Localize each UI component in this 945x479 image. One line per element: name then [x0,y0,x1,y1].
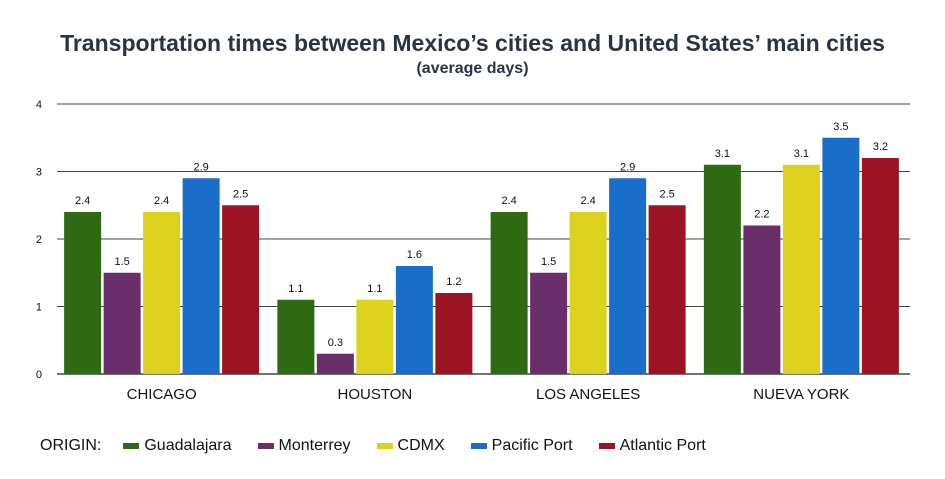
data-label: 1.1 [288,283,303,295]
bar-guadalajara [490,212,528,374]
legend-swatch [470,443,487,449]
data-label: 1.6 [407,249,422,261]
data-label: 0.3 [328,337,343,349]
data-label: 2.4 [501,195,516,207]
data-label: 3.1 [794,148,809,160]
x-tick-label: HOUSTON [338,386,413,403]
legend-label: CDMX [397,437,445,454]
data-label: 1.5 [541,256,556,268]
legend-swatch [257,443,274,449]
bar-pacific-port [822,137,860,374]
bar-cdmx [356,299,394,374]
bar-cdmx [782,164,820,374]
data-label: 3.1 [715,148,730,160]
bar-cdmx [143,212,181,374]
chart-subtitle: (average days) [416,60,529,77]
data-label: 2.5 [659,188,674,200]
data-label: 1.1 [367,283,382,295]
bar-pacific-port [182,178,220,374]
bar-atlantic-port [222,205,260,374]
bar-guadalajara [277,299,315,374]
bar-atlantic-port [861,158,899,374]
bar-monterrey [743,225,781,374]
legend-label: Atlantic Port [619,437,706,454]
legend-item: Pacific Port [470,437,573,455]
y-tick-label: 4 [36,99,42,111]
legend-swatch [598,443,615,449]
data-label: 2.4 [580,195,595,207]
x-tick-label: NUEVA YORK [753,386,849,403]
bar-atlantic-port [435,293,473,374]
y-tick-label: 0 [36,369,42,381]
bar-guadalajara [703,164,741,374]
data-label: 2.9 [620,161,635,173]
data-label: 2.5 [233,188,248,200]
data-label: 3.5 [833,121,848,133]
legend-item: Guadalajara [123,437,232,455]
bar-pacific-port [395,266,433,374]
data-label: 2.9 [193,161,208,173]
y-tick-label: 2 [36,234,42,246]
x-tick-label: CHICAGO [127,386,197,403]
legend-swatch [123,443,140,449]
legend-label: Monterrey [278,437,351,454]
legend-item: CDMX [376,437,445,455]
data-label: 3.2 [873,141,888,153]
y-tick-label: 3 [36,167,42,179]
bar-monterrey [530,272,568,374]
legend: ORIGIN: Guadalajara Monterrey CDMX Pacific … [40,437,732,455]
legend-label: Pacific Port [491,437,573,454]
legend-item: Atlantic Port [598,437,706,455]
bar-pacific-port [609,178,647,374]
data-label: 2.4 [154,195,169,207]
data-label: 2.2 [754,209,769,221]
bar-cdmx [569,212,607,374]
bar-monterrey [316,353,354,374]
legend-label: Guadalajara [144,437,232,454]
legend-title: ORIGIN: [40,437,102,454]
x-tick-label: LOS ANGELES [536,386,640,403]
data-label: 1.2 [446,276,461,288]
legend-item: Monterrey [257,437,351,455]
y-tick-label: 1 [36,302,42,314]
bar-guadalajara [64,212,102,374]
bar-monterrey [103,272,141,374]
data-label: 1.5 [114,256,129,268]
legend-swatch [376,443,393,449]
bar-atlantic-port [648,205,686,374]
data-label: 2.4 [75,195,90,207]
chart-title: Transportation times between Mexico’s ci… [60,30,885,56]
